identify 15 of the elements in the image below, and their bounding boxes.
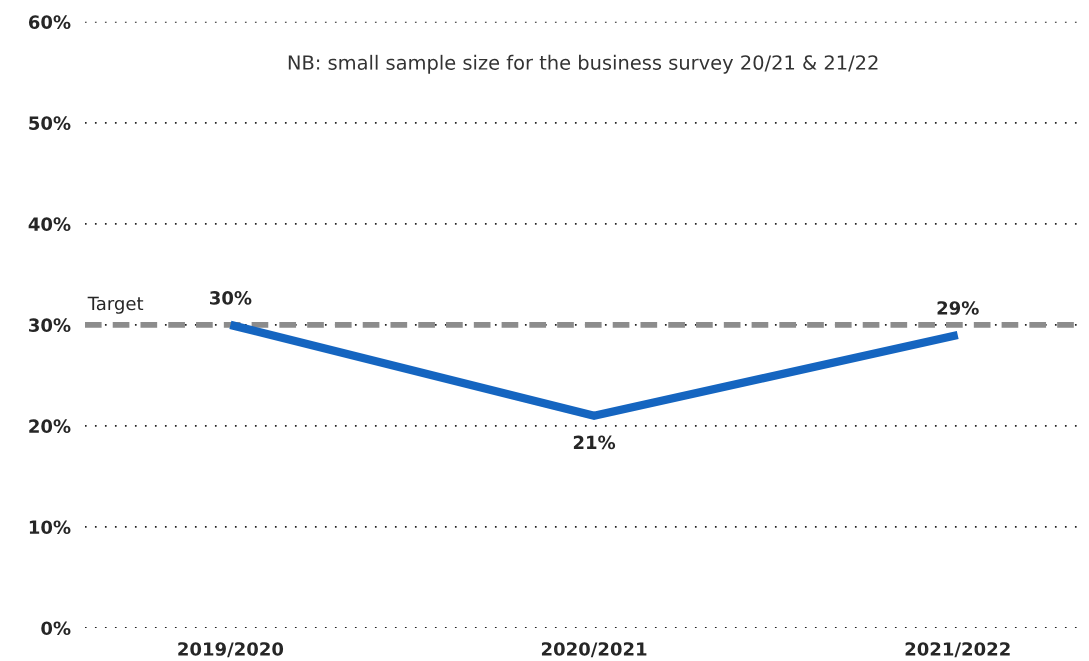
annotation: NB: small sample size for the business survey 20/21 & 21/22 bbox=[288, 54, 878, 74]
y-tick-label: 60% bbox=[28, 15, 71, 29]
x-tick-label: 2019/2020 bbox=[178, 642, 284, 658]
data-label: 21% bbox=[573, 435, 616, 450]
data-label: 30% bbox=[210, 291, 252, 305]
ref-line-label: Target bbox=[87, 296, 144, 314]
data-label: 29% bbox=[937, 301, 979, 315]
y-tick-label: 30% bbox=[29, 318, 71, 332]
y-tick-label: 20% bbox=[29, 419, 71, 434]
y-tick-label: 0% bbox=[41, 621, 71, 636]
y-tick-label: 50% bbox=[29, 116, 71, 130]
y-tick-label: 10% bbox=[29, 520, 71, 535]
x-tick-label: 2021/2022 bbox=[905, 642, 1010, 658]
y-tick-label: 40% bbox=[28, 217, 71, 231]
x-tick-label: 2020/2021 bbox=[541, 642, 647, 658]
